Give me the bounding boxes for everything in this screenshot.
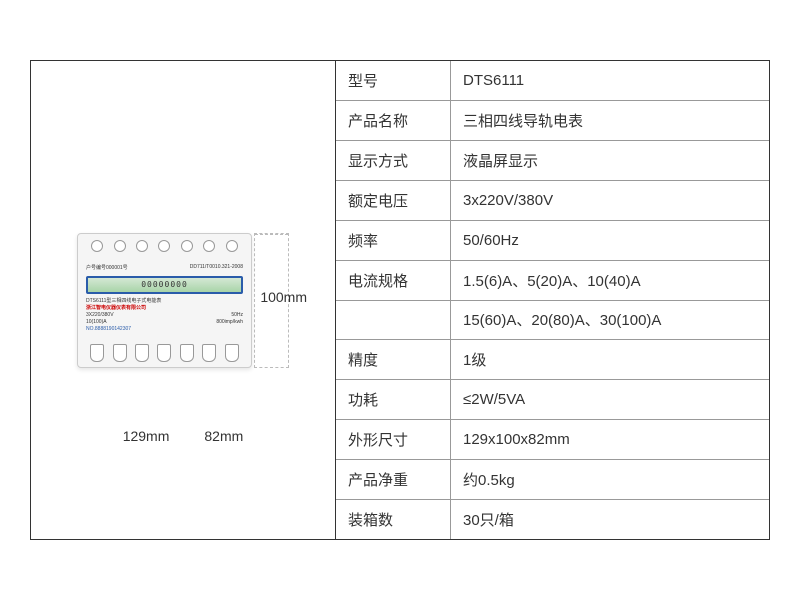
spec-row: 外形尺寸 129x100x82mm	[336, 420, 769, 460]
terminal-bottom-icon	[225, 344, 239, 362]
dim-height: 100mm	[260, 289, 307, 305]
spec-row: 型号 DTS6111	[336, 61, 769, 101]
meter-company: 浙江智电仪器仪表有限公司	[86, 305, 146, 312]
terminal-bottom-icon	[135, 344, 149, 362]
meter-current: 10(100)A	[86, 319, 107, 326]
spec-label: 精度	[336, 340, 451, 379]
terminal-icon	[226, 240, 238, 252]
meter-lcd-display: 00000000	[86, 276, 243, 294]
spec-value: 1级	[451, 340, 769, 379]
terminal-bottom-icon	[180, 344, 194, 362]
meter-serial: NO.8888190142307	[86, 326, 131, 333]
meter-top-terminals	[78, 234, 251, 259]
spec-label: 额定电压	[336, 181, 451, 220]
spec-label: 装箱数	[336, 500, 451, 539]
spec-label: 外形尺寸	[336, 420, 451, 459]
spec-value: 3x220V/380V	[451, 181, 769, 220]
dimension-right-label: 100mm	[260, 289, 307, 307]
spec-value: ≤2W/5VA	[451, 380, 769, 419]
dimension-bottom-labels: 129mm 82mm	[31, 428, 335, 444]
meter-info-panel: DTS6111型三相四线电子式电能表 浙江智电仪器仪表有限公司 3X220/38…	[86, 298, 243, 333]
spec-row: 额定电压 3x220V/380V	[336, 181, 769, 221]
spec-label	[336, 301, 451, 340]
meter-device: 户号编号000001号 DD711/T0010.321-2008 0000000…	[77, 233, 252, 368]
terminal-icon	[181, 240, 193, 252]
spec-label: 型号	[336, 61, 451, 100]
spec-label: 频率	[336, 221, 451, 260]
spec-label: 显示方式	[336, 141, 451, 180]
spec-value: 约0.5kg	[451, 460, 769, 499]
meter-bottom-terminals	[78, 339, 251, 367]
terminal-bottom-icon	[202, 344, 216, 362]
meter-const: 800imp/kwh	[216, 319, 243, 326]
dim-width: 129mm	[123, 428, 170, 444]
spec-row: 功耗 ≤2W/5VA	[336, 380, 769, 420]
terminal-icon	[91, 240, 103, 252]
spec-value: 1.5(6)A、5(20)A、10(40)A	[451, 261, 769, 300]
spec-row: 显示方式 液晶屏显示	[336, 141, 769, 181]
spec-value: 30只/箱	[451, 500, 769, 539]
meter-voltage: 3X220/380V	[86, 312, 114, 319]
spec-value: DTS6111	[451, 61, 769, 100]
terminal-icon	[114, 240, 126, 252]
spec-label: 功耗	[336, 380, 451, 419]
terminal-bottom-icon	[90, 344, 104, 362]
terminal-icon	[136, 240, 148, 252]
spec-row: 装箱数 30只/箱	[336, 500, 769, 539]
spec-value: 129x100x82mm	[451, 420, 769, 459]
meter-freq: 50Hz	[231, 312, 243, 319]
spec-row: 产品名称 三相四线导轨电表	[336, 101, 769, 141]
terminal-bottom-icon	[113, 344, 127, 362]
spec-row: 频率 50/60Hz	[336, 221, 769, 261]
product-image-panel: 户号编号000001号 DD711/T0010.321-2008 0000000…	[31, 61, 336, 539]
spec-label: 电流规格	[336, 261, 451, 300]
spec-row: 电流规格 1.5(6)A、5(20)A、10(40)A	[336, 261, 769, 301]
spec-row: 产品净重 约0.5kg	[336, 460, 769, 500]
terminal-icon	[158, 240, 170, 252]
meter-cert-labels: 户号编号000001号 DD711/T0010.321-2008	[86, 264, 243, 271]
terminal-bottom-icon	[157, 344, 171, 362]
spec-label: 产品净重	[336, 460, 451, 499]
display-value: 00000000	[141, 280, 188, 289]
terminal-icon	[203, 240, 215, 252]
cert-left: 户号编号000001号	[86, 264, 128, 271]
spec-container: 户号编号000001号 DD711/T0010.321-2008 0000000…	[30, 60, 770, 540]
spec-value: 15(60)A、20(80)A、30(100)A	[451, 301, 769, 340]
spec-row: 精度 1级	[336, 340, 769, 380]
meter-model: DTS6111型三相四线电子式电能表	[86, 298, 161, 305]
dim-depth: 82mm	[204, 428, 243, 444]
spec-value: 液晶屏显示	[451, 141, 769, 180]
spec-value: 50/60Hz	[451, 221, 769, 260]
spec-row: 15(60)A、20(80)A、30(100)A	[336, 301, 769, 341]
product-image-wrapper: 户号编号000001号 DD711/T0010.321-2008 0000000…	[77, 233, 289, 368]
cert-right: DD711/T0010.321-2008	[190, 264, 243, 271]
spec-label: 产品名称	[336, 101, 451, 140]
spec-value: 三相四线导轨电表	[451, 101, 769, 140]
spec-table: 型号 DTS6111 产品名称 三相四线导轨电表 显示方式 液晶屏显示 额定电压…	[336, 61, 769, 539]
